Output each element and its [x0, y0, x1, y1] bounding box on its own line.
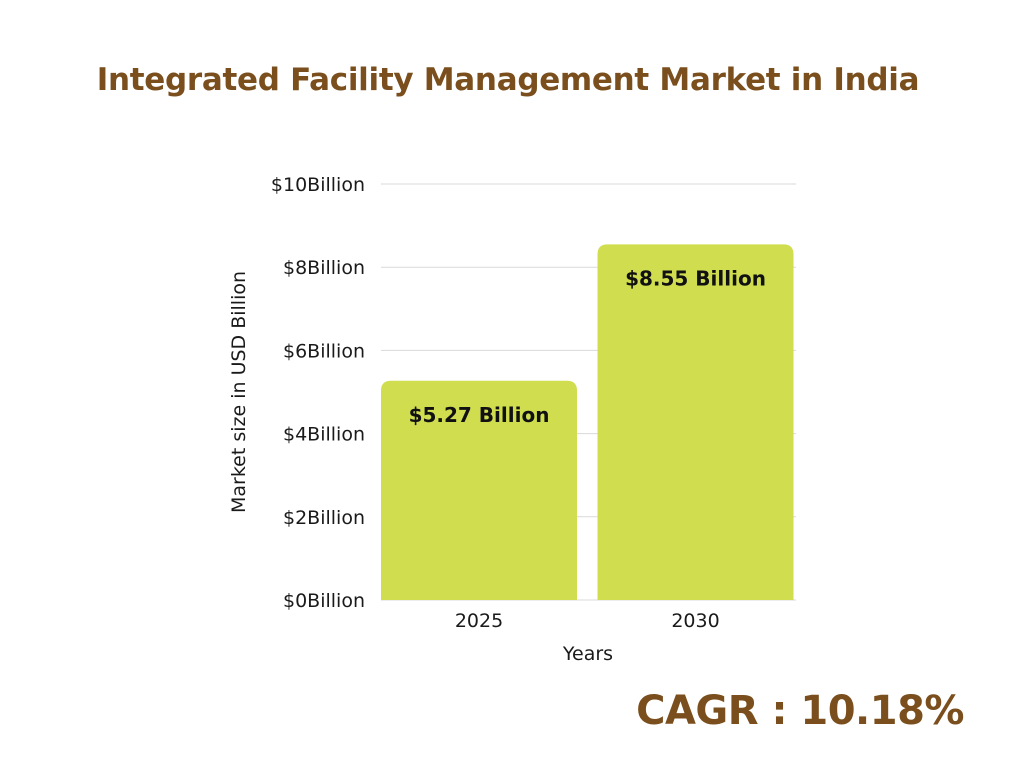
y-axis-title: Market size in USD Billion: [228, 271, 250, 513]
data-label: $8.55 Billion: [625, 266, 766, 290]
y-tick-label: $4Billion: [283, 424, 365, 446]
y-tick-label: $10Billion: [271, 174, 365, 196]
y-tick-label: $2Billion: [283, 507, 365, 529]
bar: [381, 380, 577, 600]
y-tick-label: $6Billion: [283, 340, 365, 362]
cagr-label: CAGR : 10.18%: [636, 688, 964, 734]
bar: [597, 244, 794, 600]
chart-title: Integrated Facility Management Market in…: [96, 62, 920, 98]
x-tick-label: 2030: [671, 610, 719, 632]
x-axis-title: Years: [562, 643, 613, 665]
x-tick-label: 2025: [455, 610, 503, 632]
data-label: $5.27 Billion: [409, 403, 550, 427]
y-tick-label: $0Billion: [283, 590, 365, 612]
y-tick-label: $8Billion: [283, 257, 365, 279]
